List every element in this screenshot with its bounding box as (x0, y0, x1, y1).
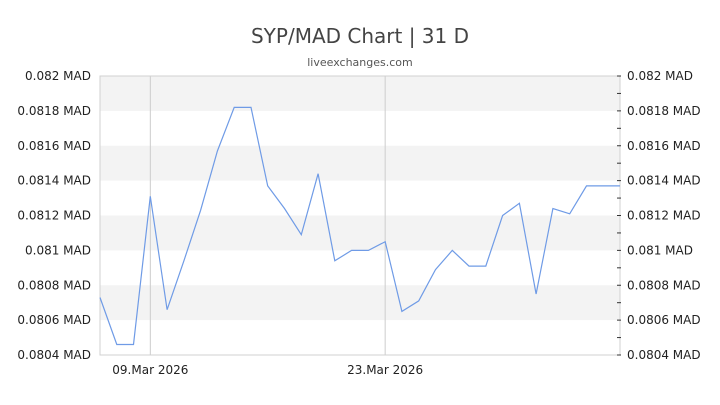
y-axis-right-labels: 0.082 MAD 0.0818 MAD 0.0816 MAD 0.0814 MAD 0… (627, 69, 701, 362)
y-tick-label-right: 0.0812 MAD (627, 209, 701, 223)
y-tick-label-right: 0.0818 MAD (627, 104, 701, 118)
series-line-syp-mad (99, 106, 620, 346)
y-tick-label-left: 0.0806 MAD (17, 313, 91, 327)
chart-subtitle: liveexchanges.com (307, 56, 413, 69)
y-tick-label-left: 0.082 MAD (25, 69, 91, 83)
chart-title: SYP/MAD Chart | 31 D (250, 24, 470, 48)
y-tick-label-right: 0.0814 MAD (627, 174, 701, 188)
y-tick-label-right: 0.081 MAD (627, 243, 693, 257)
background-bands (100, 76, 620, 321)
y-tick-label-right: 0.0816 MAD (627, 139, 701, 153)
band (100, 145, 620, 181)
right-axis-minor-ticks (617, 75, 621, 356)
y-tick-label-left: 0.0812 MAD (17, 209, 91, 223)
x-tick-label: 09.Mar 2026 (112, 363, 188, 377)
y-tick-label-left: 0.0818 MAD (17, 104, 91, 118)
y-tick-label-right: 0.0808 MAD (627, 278, 701, 292)
band (100, 285, 620, 321)
y-tick-label-right: 0.0804 MAD (627, 348, 701, 362)
y-tick-label-left: 0.0814 MAD (17, 174, 91, 188)
y-tick-label-right: 0.082 MAD (627, 69, 693, 83)
y-tick-label-left: 0.0804 MAD (17, 348, 91, 362)
y-axis-left-labels: 0.082 MAD 0.0818 MAD 0.0816 MAD 0.0814 MAD 0… (17, 69, 91, 362)
y-tick-label-left: 0.0808 MAD (17, 278, 91, 292)
y-tick-label-left: 0.081 MAD (25, 243, 91, 257)
y-tick-label-left: 0.0816 MAD (17, 139, 91, 153)
band (100, 76, 620, 111)
band (100, 215, 620, 251)
vertical-gridlines (149, 76, 386, 355)
x-tick-label: 23.Mar 2026 (347, 363, 423, 377)
x-axis-labels: 09.Mar 2026 23.Mar 2026 (112, 363, 423, 377)
y-tick-label-right: 0.0806 MAD (627, 313, 701, 327)
